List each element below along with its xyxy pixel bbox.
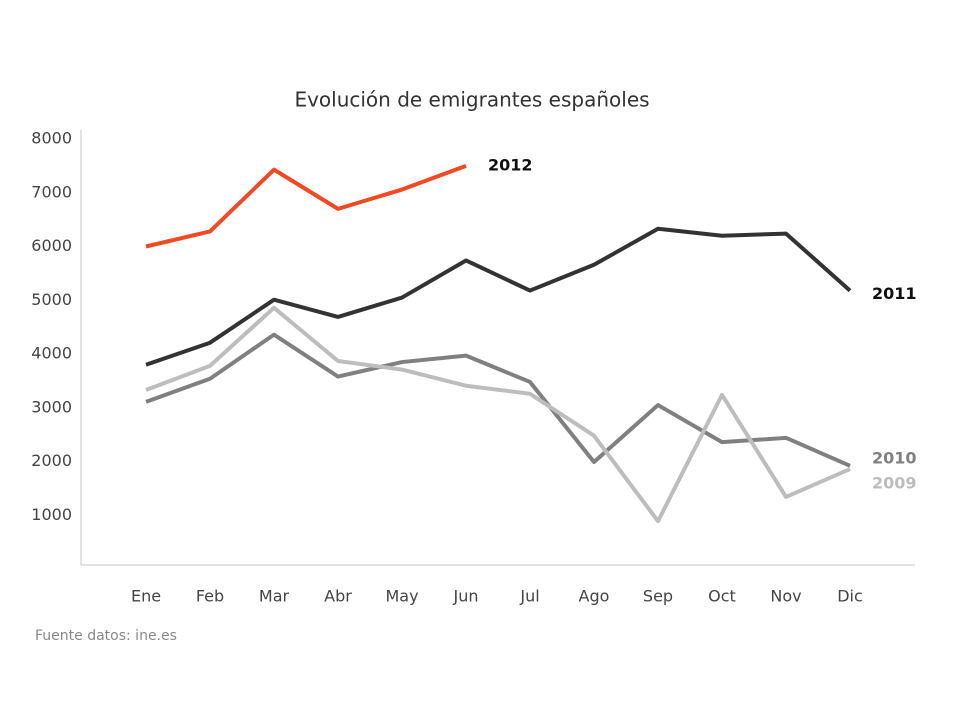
x-tick-label: Jun bbox=[453, 587, 479, 606]
series-line bbox=[145, 163, 467, 249]
series-line bbox=[145, 332, 851, 468]
x-tick-label: May bbox=[385, 587, 418, 606]
y-tick-label: 6000 bbox=[31, 236, 72, 255]
y-tick-label: 8000 bbox=[31, 129, 72, 148]
y-tick-label: 1000 bbox=[31, 505, 72, 524]
chart-title: Evolución de emigrantes españoles bbox=[294, 88, 649, 112]
x-tick-label: Mar bbox=[259, 587, 290, 606]
x-tick-label: Jul bbox=[519, 587, 539, 606]
x-tick-label: Nov bbox=[770, 587, 801, 606]
x-tick-label: Abr bbox=[324, 587, 352, 606]
series-label: 2010 bbox=[872, 448, 917, 467]
series-label: 2012 bbox=[488, 155, 533, 174]
y-tick-label: 3000 bbox=[31, 397, 72, 416]
x-tick-label: Sep bbox=[643, 587, 673, 606]
series-label: 2009 bbox=[872, 474, 917, 493]
x-tick-label: Ago bbox=[579, 587, 610, 606]
series-line bbox=[145, 305, 851, 524]
y-tick-label: 5000 bbox=[31, 290, 72, 309]
x-tick-label: Feb bbox=[196, 587, 224, 606]
source-note: Fuente datos: ine.es bbox=[35, 628, 177, 644]
x-tick-label: Ene bbox=[131, 587, 161, 606]
series-label: 2011 bbox=[872, 284, 917, 303]
x-tick-label: Oct bbox=[708, 587, 736, 606]
x-tick-label: Dic bbox=[837, 587, 863, 606]
y-tick-label: 2000 bbox=[31, 451, 72, 470]
y-tick-label: 7000 bbox=[31, 182, 72, 201]
series-line bbox=[145, 226, 852, 367]
y-tick-label: 4000 bbox=[31, 344, 72, 363]
